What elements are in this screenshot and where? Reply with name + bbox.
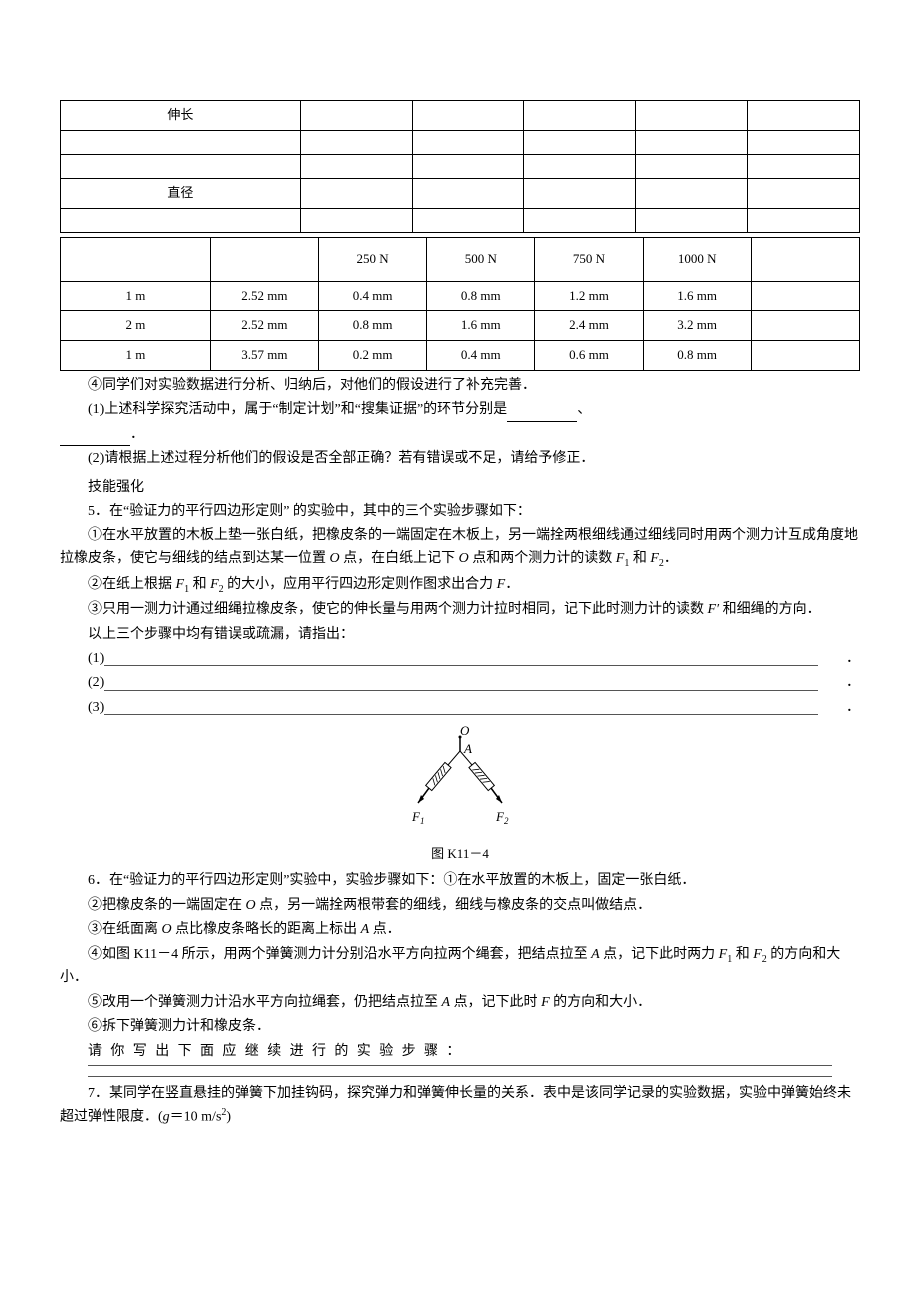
q5-heading: 5．在“验证力的平行四边形定则” 的实验中，其中的三个实验步骤如下：	[60, 501, 860, 523]
q5-step2: ②在纸上根据 F1 和 F2 的大小，应用平行四边形定则作图求出合力 F．	[60, 574, 860, 598]
question-2: (2)请根据上述过程分析他们的假设是否全部正确？若有错误或不足，请给予修正．	[60, 448, 860, 470]
skill-heading: 技能强化	[60, 477, 860, 499]
figure-caption: 图 K11－4	[60, 844, 860, 865]
question-1: (1)上述科学探究活动中，属于“制定计划”和“搜集证据”的环节分别是、	[60, 399, 860, 421]
q5-answer-3: (3) ．	[60, 697, 860, 719]
q6-heading: 6．在“验证力的平行四边形定则”实验中，实验步骤如下：①在水平放置的木板上，固定…	[60, 870, 860, 892]
table2-row-2: 2 m 2.52 mm 0.8 mm 1.6 mm 2.4 mm 3.2 mm	[61, 311, 860, 341]
elongation-diameter-table: 伸长 直径	[60, 100, 860, 233]
q5-instruction: 以上三个步骤中均有错误或疏漏，请指出：	[60, 624, 860, 646]
table2-row-3: 1 m 3.57 mm 0.2 mm 0.4 mm 0.6 mm 0.8 mm	[61, 341, 860, 371]
table2-row-1: 1 m 2.52 mm 0.4 mm 0.8 mm 1.2 mm 1.6 mm	[61, 281, 860, 311]
q6-step6: ⑥拆下弹簧测力计和橡皮条．	[60, 1016, 860, 1038]
q6-step4: ④如图 K11－4 所示，用两个弹簧测力计分别沿水平方向拉两个绳套，把结点拉至 …	[60, 944, 860, 990]
q6-step3: ③在纸面离 O 点比橡皮条略长的距离上标出 A 点．	[60, 919, 860, 941]
q6-answer-line-1[interactable]	[88, 1065, 832, 1066]
q6-answer-line-2[interactable]	[88, 1076, 832, 1077]
q5-answer-1: (1) ．	[60, 648, 860, 670]
force-measurement-table: 250 N 500 N 750 N 1000 N 1 m 2.52 mm 0.4…	[60, 237, 860, 371]
step-4-text: ④同学们对实验数据进行分析、归纳后，对他们的假设进行了补充完善．	[60, 375, 860, 397]
force-diagram-icon: O A F1 F2	[400, 725, 520, 835]
q5-step3: ③只用一测力计通过细绳拉橡皮条，使它的伸长量与用两个测力计拉时相同，记下此时测力…	[60, 599, 860, 621]
blank-evidence[interactable]	[60, 429, 130, 446]
q6-instruction: 请你写出下面应继续进行的实验步骤：	[60, 1041, 860, 1063]
blank-answer-2[interactable]	[104, 668, 818, 690]
q7-text: 7．某同学在竖直悬挂的弹簧下加挂钩码，探究弹力和弹簧伸长量的关系．表中是该同学记…	[60, 1083, 860, 1129]
blank-answer-3[interactable]	[104, 693, 818, 715]
table2-header-row: 250 N 500 N 750 N 1000 N	[61, 237, 860, 281]
blank-plan[interactable]	[507, 405, 577, 422]
q5-step1: ①在水平放置的木板上垫一张白纸，把橡皮条的一端固定在木板上，另一端拴两根细线通过…	[60, 525, 860, 571]
fig-label-f1: F1	[411, 809, 424, 826]
blank-answer-1[interactable]	[104, 644, 818, 666]
fig-label-f2: F2	[495, 809, 509, 826]
q6-step2: ②把橡皮条的一端固定在 O 点，另一端拴两根带套的细线，细线与橡皮条的交点叫做结…	[60, 895, 860, 917]
fig-label-a: A	[463, 741, 472, 756]
table1-label-diameter: 直径	[61, 178, 301, 208]
q6-step5: ⑤改用一个弹簧测力计沿水平方向拉绳套，仍把结点拉至 A 点，记下此时 F 的方向…	[60, 992, 860, 1014]
table1-label-elongation: 伸长	[61, 101, 301, 131]
q5-answer-2: (2) ．	[60, 672, 860, 694]
figure-k11-4: O A F1 F2 图 K11－4	[60, 725, 860, 864]
fig-label-o: O	[460, 725, 470, 738]
